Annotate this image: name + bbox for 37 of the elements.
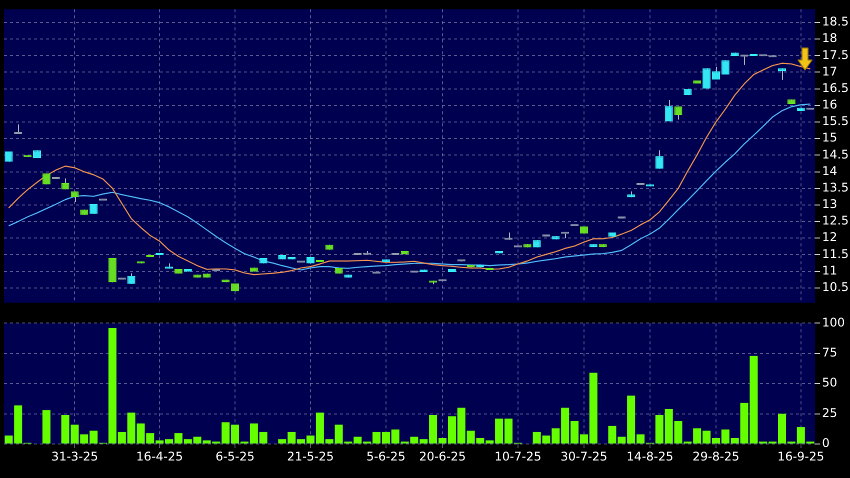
x-tick-label: 10-7-25 <box>494 449 542 464</box>
y-tick-label: 0 <box>822 436 830 450</box>
x-tick-label: 16-9-25 <box>777 449 824 464</box>
y-tick-label: 15 <box>822 130 838 145</box>
y-tick-label: 25 <box>822 406 838 420</box>
y-tick-label: 13 <box>822 197 838 212</box>
candlestick <box>740 54 748 66</box>
bar <box>42 410 50 444</box>
x-tick-label: 31-3-25 <box>51 449 98 464</box>
y-tick-label: 75 <box>822 346 838 360</box>
y-tick-label: 14 <box>822 164 838 178</box>
y-tick-label: 17.5 <box>822 48 849 62</box>
y-tick-label: 15.5 <box>822 114 849 128</box>
y-tick-label: 100 <box>822 315 845 330</box>
candlestick <box>664 100 673 122</box>
x-tick-label: 21-5-25 <box>287 449 334 464</box>
x-tick-label: 6-5-25 <box>215 449 255 464</box>
y-tick-label: 16 <box>822 98 838 112</box>
x-tick-label: 5-6-25 <box>366 449 406 464</box>
y-tick-label: 13.5 <box>822 180 849 194</box>
y-tick-label: 18 <box>822 31 838 46</box>
y-tick-label: 12.5 <box>822 214 849 228</box>
x-tick-label: 20-6-25 <box>419 449 466 464</box>
x-tick-label: 14-8-25 <box>626 449 674 464</box>
y-tick-label: 14.5 <box>822 147 849 162</box>
y-tick-label: 18.5 <box>822 14 849 29</box>
y-tick-label: 12 <box>822 230 838 244</box>
candlestick <box>14 124 22 134</box>
y-tick-label: 10.5 <box>822 280 849 294</box>
x-tick-label: 29-8-25 <box>692 449 740 464</box>
x-tick-label: 16-4-25 <box>136 449 184 464</box>
y-tick-label: 16.5 <box>822 80 849 95</box>
y-tick-label: 11.5 <box>822 246 849 261</box>
y-tick-label: 17 <box>822 64 838 78</box>
y-tick-label: 50 <box>822 376 838 390</box>
y-tick-label: 11 <box>822 263 838 278</box>
x-tick-label: 30-7-25 <box>560 449 608 464</box>
